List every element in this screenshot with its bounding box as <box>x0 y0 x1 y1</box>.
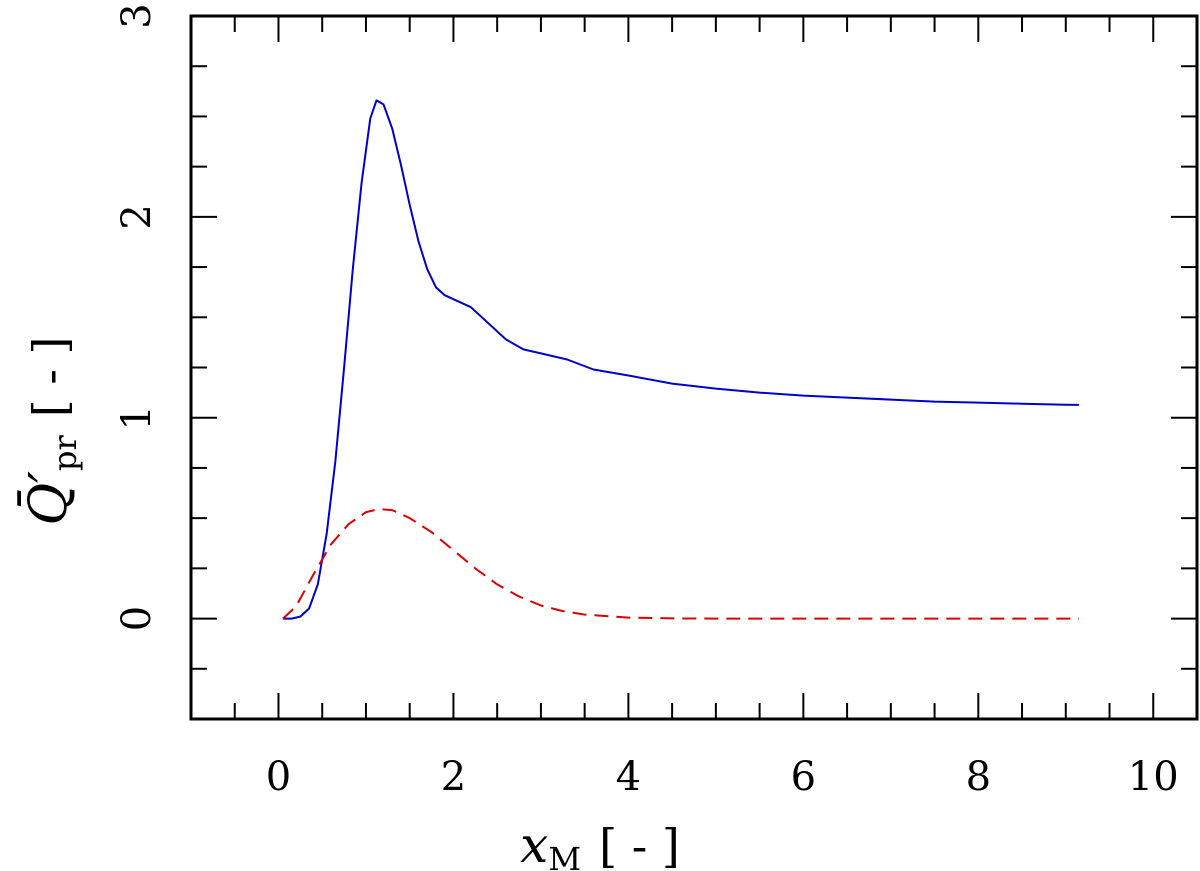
x-axis-title-unit: [ - ] <box>599 819 680 871</box>
x-axis-title: xM [ - ] <box>520 816 680 871</box>
series-group <box>282 99 1079 620</box>
x-tick-label: 10 <box>1128 754 1179 800</box>
x-tick-label: 2 <box>441 754 466 800</box>
plot-frame <box>189 14 1199 721</box>
x-axis-title-main: x <box>520 816 548 871</box>
y-axis-title-sub: pr <box>46 435 84 471</box>
y-tick-label: 1 <box>114 405 160 430</box>
y-axis-title-main: Q̄′ <box>18 471 79 526</box>
x-tick-label: 8 <box>966 754 991 800</box>
svg-text:xM[ - ]: xM [ - ] <box>520 816 680 871</box>
x-tick-label: 6 <box>791 754 816 800</box>
y-tick-label: 2 <box>114 204 160 229</box>
svg-text:Q̄′pr[ - ]: Q̄′pr [ - ] <box>18 337 84 526</box>
tick-marks <box>190 15 1198 720</box>
y-tick-label: 3 <box>114 3 160 28</box>
y-tick-label: 0 <box>114 606 160 631</box>
series-line-1 <box>282 99 1079 620</box>
y-axis-title: Q̄′pr [ - ] <box>18 337 84 526</box>
x-tick-label: 0 <box>266 754 291 800</box>
x-tick-label: 4 <box>616 754 641 800</box>
series-line-2 <box>282 508 1079 620</box>
tick-labels: 0 2 4 6 8 10 0 1 2 3 <box>114 3 1179 800</box>
y-axis-title-unit: [ - ] <box>23 337 77 418</box>
x-axis-title-sub: M <box>548 840 581 871</box>
